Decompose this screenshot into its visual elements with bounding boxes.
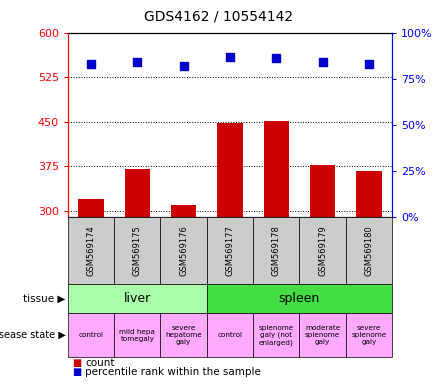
Text: tissue ▶: tissue ▶ xyxy=(23,293,66,304)
Bar xyxy=(78,199,104,217)
Text: GSM569178: GSM569178 xyxy=(272,225,281,276)
Bar xyxy=(217,123,243,217)
Text: mild hepa
tomegaly: mild hepa tomegaly xyxy=(120,329,155,341)
Text: GSM569174: GSM569174 xyxy=(87,225,95,276)
Bar xyxy=(356,170,381,217)
Text: disease state ▶: disease state ▶ xyxy=(0,330,66,340)
Point xyxy=(180,63,187,69)
Text: moderate
splenome
galy: moderate splenome galy xyxy=(305,325,340,345)
Text: GSM569177: GSM569177 xyxy=(226,225,234,276)
Point xyxy=(134,59,141,65)
Point xyxy=(273,55,280,61)
Text: GSM569179: GSM569179 xyxy=(318,225,327,276)
Bar xyxy=(124,169,150,217)
Text: GSM569176: GSM569176 xyxy=(179,225,188,276)
Text: severe
hepatome
galy: severe hepatome galy xyxy=(165,325,202,345)
Text: severe
splenome
galy: severe splenome galy xyxy=(351,325,386,345)
Bar xyxy=(264,121,289,217)
Bar xyxy=(310,165,335,217)
Text: ■: ■ xyxy=(72,366,81,377)
Text: control: control xyxy=(217,332,243,338)
Text: GSM569180: GSM569180 xyxy=(364,225,373,276)
Text: count: count xyxy=(85,358,115,368)
Bar xyxy=(171,205,196,217)
Point xyxy=(88,61,95,67)
Text: liver: liver xyxy=(124,292,151,305)
Point xyxy=(319,59,326,65)
Point xyxy=(226,53,233,60)
Text: percentile rank within the sample: percentile rank within the sample xyxy=(85,366,261,377)
Text: spleen: spleen xyxy=(279,292,320,305)
Text: control: control xyxy=(78,332,103,338)
Point xyxy=(365,61,372,67)
Text: GSM569175: GSM569175 xyxy=(133,225,142,276)
Text: ■: ■ xyxy=(72,358,81,368)
Text: splenome
galy (not
enlarged): splenome galy (not enlarged) xyxy=(258,324,294,346)
Text: GDS4162 / 10554142: GDS4162 / 10554142 xyxy=(145,10,293,23)
